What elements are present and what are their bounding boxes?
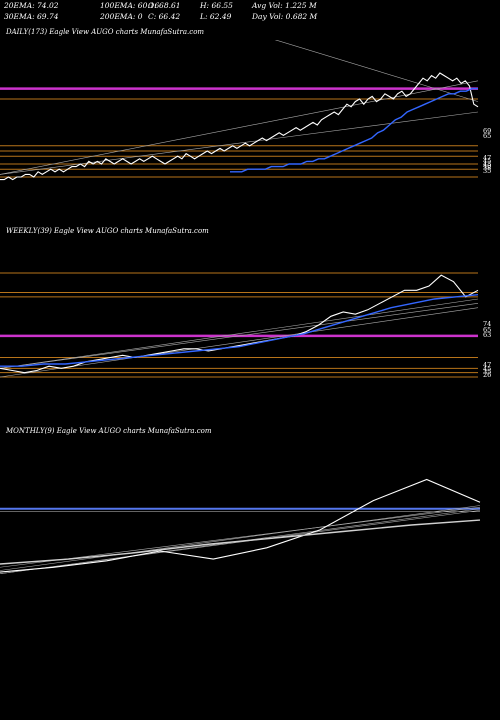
price-series-line	[0, 72, 479, 181]
ma-line	[0, 307, 479, 378]
axis-tick-label: 65	[483, 132, 491, 140]
stat-day-vol: Day Vol: 0.682 M	[252, 12, 318, 21]
price-series-line	[0, 478, 481, 573]
ma-line	[0, 80, 479, 175]
axis-tick-label: 47	[483, 361, 491, 369]
stat-open: O: 68.61	[148, 1, 181, 10]
ma-line	[0, 506, 481, 568]
monthly-title: MONTHLY(9) Eagle View AUGO charts Munafa…	[6, 427, 212, 435]
ma-line	[0, 510, 481, 575]
axis-tick-label: 40	[483, 162, 491, 170]
ema-series-line	[0, 294, 479, 367]
stat-avg-vol: Avg Vol: 1.225 M	[252, 1, 317, 10]
ema-series-line	[0, 519, 481, 565]
stat-ema30: 30EMA: 69.74	[4, 12, 59, 21]
axis-tick-label: 43	[483, 160, 491, 168]
stat-low: L: 62.49	[200, 12, 232, 21]
stat-high: H: 66.55	[200, 1, 233, 10]
axis-tick-label: 45	[483, 157, 491, 165]
axis-tick-label: 35	[483, 167, 491, 175]
stat-ema20: 20EMA: 74.02	[4, 1, 59, 10]
stat-ema100: 100EMA: 60.16	[100, 1, 160, 10]
stat-close: C: 66.42	[148, 12, 181, 21]
ma-line	[0, 298, 479, 369]
axis-tick-label: 38	[483, 164, 491, 172]
axis-tick-label: 45	[483, 365, 491, 373]
axis-tick-label: 26	[483, 371, 491, 379]
ma-line	[274, 40, 479, 102]
axis-tick-label: 69	[483, 127, 491, 135]
daily-title: DAILY(173) Eagle View AUGO charts Munafa…	[6, 28, 205, 36]
stat-ema200: 200EMA: 0	[100, 12, 143, 21]
axis-tick-label: 65	[483, 326, 491, 334]
ema-series-line	[230, 87, 478, 173]
ma-line	[0, 303, 479, 369]
axis-tick-label: 47	[483, 154, 491, 162]
axis-tick-label: 63	[483, 331, 491, 339]
axis-tick-label: 74	[483, 320, 491, 328]
weekly-title: WEEKLY(39) Eagle View AUGO charts Munafa…	[6, 227, 209, 235]
price-series-line	[0, 274, 479, 374]
axis-tick-label: 35	[483, 368, 491, 376]
monthly-chart	[0, 478, 481, 575]
ma-line	[0, 505, 481, 571]
ma-line	[0, 111, 479, 175]
